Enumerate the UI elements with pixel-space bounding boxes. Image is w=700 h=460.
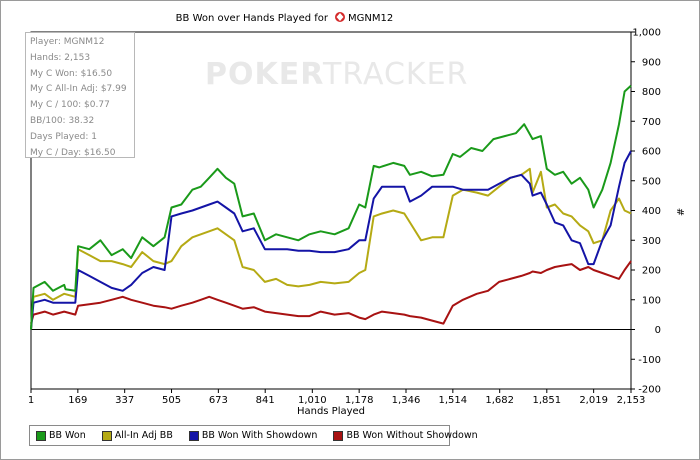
- legend-item-bb-won: BB Won: [36, 430, 86, 441]
- y-tick-label: 900: [642, 57, 661, 68]
- stat-per-day: My C / Day: $16.50: [30, 147, 116, 158]
- series-line-bb-won-with-showdown: [30, 150, 632, 330]
- watermark-right: TRACKER: [322, 57, 468, 92]
- legend-label-bb-won: BB Won: [49, 430, 86, 441]
- x-tick-label: 337: [115, 395, 134, 406]
- x-tick-label: 1: [28, 395, 34, 406]
- chart-title-player: MGNM12: [348, 13, 393, 24]
- legend-label-with-showdown: BB Won With Showdown: [201, 430, 318, 441]
- y-tick-label: 100: [642, 295, 661, 306]
- legend-swatch-with-showdown: [188, 430, 199, 441]
- x-tick-label: 1,010: [298, 395, 327, 406]
- y-tick-label: 400: [642, 206, 661, 217]
- x-tick-label: 505: [162, 395, 181, 406]
- pokertracker-watermark: POKER TRACKER: [205, 57, 468, 92]
- x-tick-label: 2,019: [579, 395, 608, 406]
- watermark-left: POKER: [205, 57, 324, 92]
- y-axis: -200 -100 0 100 200 300 400 500 600 700 800 900 1,00…: [631, 28, 661, 396]
- series-line-bb-won: [30, 84, 632, 330]
- y-axis-label: #: [674, 208, 685, 216]
- y-tick-label: 200: [642, 266, 661, 277]
- x-tick-label: 841: [256, 395, 275, 406]
- stat-won: My C Won: $16.50: [30, 68, 113, 79]
- legend-label-without-showdown: BB Won Without Showdown: [346, 430, 478, 441]
- stat-player: Player: MGNM12: [30, 37, 105, 47]
- y-tick-label: 1,000: [632, 28, 661, 39]
- stat-bb-per-100: BB/100: 38.32: [30, 115, 95, 126]
- legend-item-allin-adj: All-In Adj BB: [101, 430, 173, 441]
- poker-site-icon: [335, 12, 345, 22]
- series-line-all-in-adj-bb: [30, 167, 632, 330]
- series-group: [30, 84, 632, 330]
- x-tick-label: 673: [209, 395, 228, 406]
- player-stats-box: Player: MGNM12 Hands: 2,153 My C Won: $1…: [25, 32, 135, 158]
- x-tick-label: 1,851: [532, 395, 561, 406]
- x-tick-label: 1,346: [392, 395, 421, 406]
- y-tick-label: 0: [655, 325, 661, 336]
- legend-swatch-allin-adj: [101, 430, 112, 441]
- stat-per-100: My C / 100: $0.77: [30, 100, 110, 111]
- series-line-bb-won-without-showdown: [30, 260, 632, 325]
- legend-swatch-without-showdown: [333, 430, 344, 441]
- x-tick-label: 1,178: [345, 395, 374, 406]
- stat-hands: Hands: 2,153: [30, 52, 91, 63]
- y-tick-label: -100: [638, 355, 661, 366]
- x-tick-label: 1,514: [439, 395, 468, 406]
- x-axis-label: Hands Played: [297, 406, 365, 417]
- y-tick-label: 600: [642, 147, 661, 158]
- y-tick-label: 700: [642, 117, 661, 128]
- legend-label-allin-adj: All-In Adj BB: [114, 430, 173, 441]
- y-tick-label: 300: [642, 236, 661, 247]
- x-tick-label: 169: [68, 395, 87, 406]
- y-tick-label: 800: [642, 87, 661, 98]
- stat-allin-adj: My C All-In Adj: $7.99: [30, 84, 127, 95]
- y-tick-label: 500: [642, 176, 661, 187]
- y-tick-label: -200: [638, 385, 661, 396]
- chart-title: BB Won over Hands Played for: [176, 13, 329, 24]
- x-axis: 1 169 337 505 673 841 1,010 1,178 1,346 1,514 1,68…: [28, 389, 646, 406]
- legend-item-with-showdown: BB Won With Showdown: [188, 430, 318, 441]
- stat-days-played: Days Played: 1: [30, 131, 97, 142]
- legend: BB Won All-In Adj BB BB Won With Showdow…: [29, 425, 478, 446]
- legend-swatch-bb-won: [36, 430, 46, 441]
- legend-item-without-showdown: BB Won Without Showdown: [333, 430, 478, 441]
- x-tick-label: 2,153: [617, 395, 646, 406]
- x-tick-label: 1,682: [485, 395, 514, 406]
